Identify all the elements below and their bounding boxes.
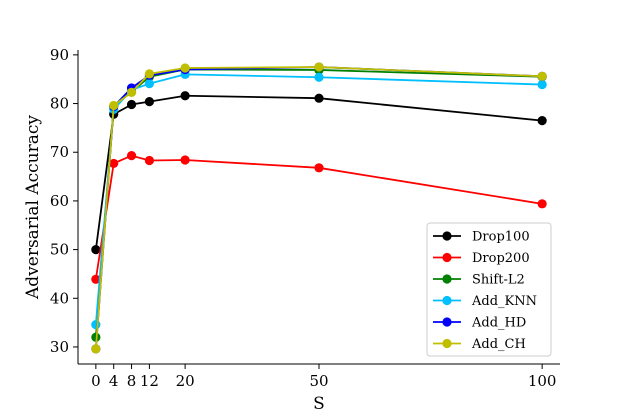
- data-point: [537, 199, 547, 209]
- data-point: [144, 97, 155, 107]
- x-tick-label: 50: [309, 372, 328, 390]
- x-tick-label: 4: [109, 372, 119, 390]
- y-tick-label: 80: [50, 95, 69, 113]
- data-point: [314, 93, 324, 103]
- data-point: [314, 72, 324, 82]
- data-point: [91, 319, 101, 330]
- legend-marker: [442, 338, 452, 349]
- legend-item: Add_CH: [433, 337, 526, 352]
- legend-marker: [442, 317, 452, 327]
- data-point: [144, 78, 155, 89]
- x-tick-label: 12: [140, 372, 159, 390]
- data-point: [537, 115, 547, 126]
- x-tick-label: 0: [91, 372, 101, 390]
- data-point: [144, 69, 155, 79]
- legend-label: Drop200: [472, 251, 530, 266]
- legend-marker: [442, 295, 452, 306]
- y-tick-label: 70: [50, 143, 69, 161]
- data-point: [180, 155, 190, 165]
- y-tick-label: 30: [50, 338, 69, 356]
- data-point: [126, 151, 137, 161]
- x-tick-label: 20: [176, 372, 195, 390]
- legend-item: Add_HD: [433, 316, 526, 331]
- legend-label: Drop100: [472, 230, 530, 245]
- data-point: [180, 91, 190, 101]
- y-tick-label: 90: [50, 46, 69, 64]
- data-point: [91, 344, 101, 354]
- legend-label: Shift-L2: [472, 273, 525, 288]
- data-point: [180, 63, 190, 73]
- legend-label: Add_HD: [471, 316, 526, 331]
- legend: Drop100 Drop200 Shift-L2 Add_KNN Add_HD Add_C…: [426, 222, 552, 357]
- y-axis-label: Adversarial Accuracy: [23, 115, 43, 300]
- data-point: [537, 71, 547, 81]
- x-tick-label: 8: [127, 372, 137, 390]
- data-point: [126, 87, 137, 97]
- data-point: [144, 155, 155, 166]
- legend-marker: [442, 252, 452, 263]
- data-point: [314, 62, 324, 72]
- legend-label: Add_CH: [471, 337, 526, 352]
- legend-item: Drop100: [433, 230, 530, 245]
- data-point: [91, 244, 101, 255]
- series-add-ch: [91, 62, 547, 354]
- legend-marker: [442, 231, 452, 241]
- data-point: [91, 274, 101, 284]
- x-axis-label: S: [313, 394, 325, 414]
- data-point: [109, 158, 119, 169]
- legend-item: Shift-L2: [433, 273, 525, 288]
- legend-item: Drop200: [433, 251, 530, 266]
- y-tick-label: 50: [50, 241, 69, 259]
- legend-item: Add_KNN: [433, 294, 537, 309]
- y-tick-label: 40: [50, 289, 69, 307]
- data-point: [314, 163, 324, 173]
- data-point: [126, 99, 137, 110]
- data-point: [537, 79, 547, 90]
- y-tick-label: 60: [50, 192, 69, 210]
- data-point: [109, 100, 119, 111]
- legend-marker: [442, 274, 452, 284]
- series-drop200: [91, 151, 547, 284]
- legend-label: Add_KNN: [471, 294, 537, 309]
- tick-group: 0 4 8 12 20 50 100 30 40 50 60 70 80 90: [50, 46, 557, 390]
- series-layer: [91, 62, 547, 354]
- x-tick-label: 100: [528, 372, 557, 390]
